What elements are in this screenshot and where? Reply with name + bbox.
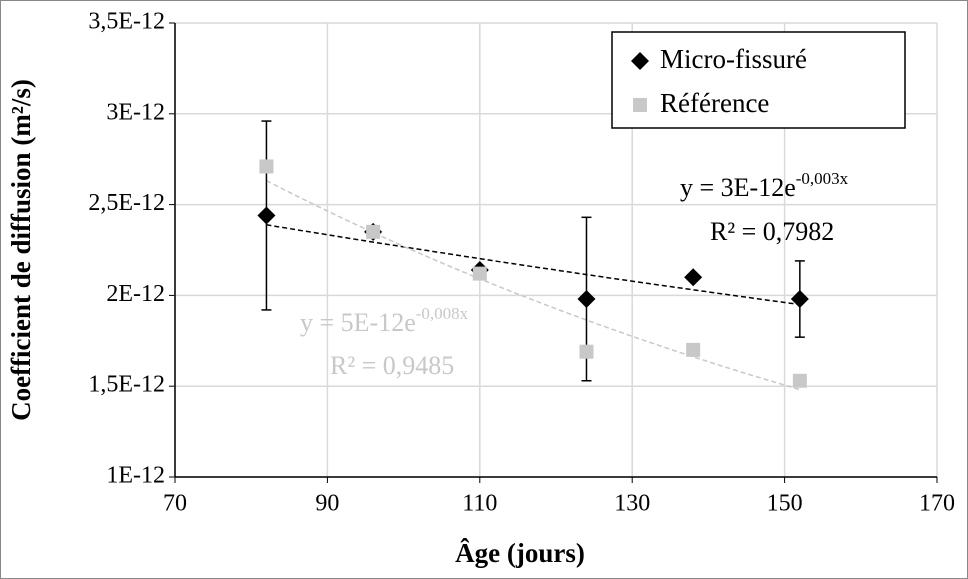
trend-r2: R² = 0,7982 [710,217,834,246]
x-tick-label: 150 [767,491,803,517]
legend-marker [631,52,649,70]
x-tick-label: 90 [315,491,339,517]
point [472,266,487,281]
point [579,344,594,359]
y-tick-label: 3,5E-12 [88,9,165,35]
equation-exponent: -0,008x [416,304,469,323]
y-tick-label: 3E-12 [106,99,165,125]
trend-equation: y = 3E-12e-0,003x [680,169,849,202]
point [259,159,274,174]
y-tick-label: 2,5E-12 [88,190,165,216]
y-tick-label: 2E-12 [106,281,165,307]
legend-label: Référence [660,88,769,118]
point [686,342,701,357]
x-tick-label: 110 [462,491,497,517]
trendline [266,224,800,306]
y-axis-label: Coefficient de diffusion (m²/s) [6,79,36,421]
trendline [266,179,801,391]
legend-box [611,31,906,129]
x-tick-label: 70 [163,491,187,517]
equation-exponent: -0,003x [796,169,849,188]
x-tick-label: 130 [614,491,650,517]
point [366,224,381,239]
legend-marker [633,98,647,112]
point [684,268,703,287]
equation-base: y = 3E-12e [680,173,796,202]
x-tick-label: 170 [919,491,955,517]
point [792,373,807,388]
x-axis-label: Âge (jours) [455,538,585,568]
legend-label: Micro-fissuré [660,44,807,74]
point [257,206,276,225]
point [577,290,596,309]
trend-equation: y = 5E-12e-0,008x [300,304,469,337]
trend-r2: R² = 0,9485 [330,351,454,380]
y-tick-label: 1,5E-12 [88,372,165,398]
point [790,290,809,309]
equation-base: y = 5E-12e [300,308,416,337]
y-tick-label: 1E-12 [106,463,165,489]
